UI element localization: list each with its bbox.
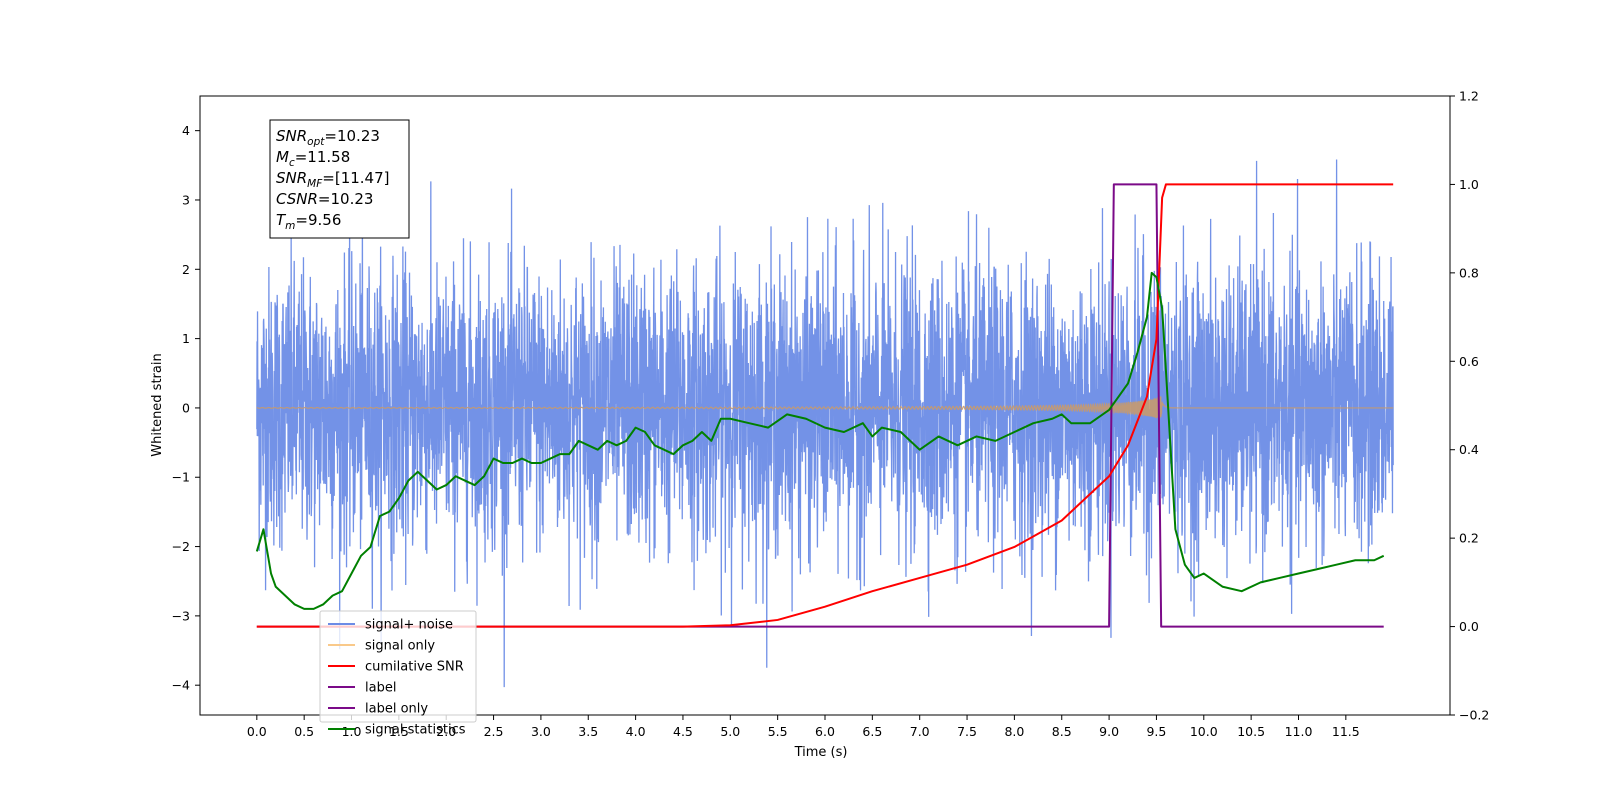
y-tick-label: −2 [172, 539, 190, 554]
x-tick-label: 6.5 [862, 724, 882, 739]
annotation-symbol: CSNR [276, 190, 318, 208]
legend-label: label [365, 681, 396, 696]
annotation-line: Tm=9.56 [276, 211, 341, 232]
y-right-tick-label: 0.6 [1459, 354, 1479, 369]
annotation-value: =[11.47] [322, 169, 389, 187]
y-right-tick-label: 0.8 [1459, 265, 1479, 280]
y-right-tick-label: −0.2 [1459, 708, 1489, 723]
y-tick-label: 4 [182, 123, 190, 138]
legend-label: signal+ noise [365, 618, 453, 633]
x-tick-label: 4.0 [626, 724, 646, 739]
x-tick-label: 5.0 [720, 724, 740, 739]
right-axis-series [255, 183, 1394, 628]
x-tick-label: 7.5 [957, 724, 977, 739]
x-tick-label: 9.5 [1146, 724, 1166, 739]
x-tick-label: 6.0 [815, 724, 835, 739]
y-right-tick-label: 0.4 [1459, 442, 1479, 457]
y-tick-label: −4 [172, 678, 190, 693]
legend-label: signal statistics [365, 723, 466, 738]
annotation-subscript: m [285, 220, 295, 232]
series-signal-noise [256, 159, 1394, 688]
x-tick-label: 3.5 [578, 724, 598, 739]
annotation-subscript: opt [307, 136, 325, 148]
x-axis: 0.0 0.5 1.0 1.5 2.0 2.5 3.0 3.5 4.0 4.5 5.0 5.5 6.0 6… [247, 715, 1360, 739]
annotation-subscript: MF [307, 178, 323, 190]
y-tick-label: 1 [182, 331, 190, 346]
x-axis-label: Time (s) [794, 745, 848, 760]
annotation-box-frame [269, 119, 410, 239]
annotation-line: SNRopt=10.23 [276, 127, 380, 148]
x-tick-label: 11.5 [1332, 724, 1360, 739]
signal-noise-line [256, 159, 1394, 688]
y-tick-label: −3 [172, 608, 190, 623]
legend-label: label only [365, 702, 428, 717]
x-tick-label: 5.5 [768, 724, 788, 739]
y-right-tick-label: 0.0 [1459, 619, 1479, 634]
annotation-symbol: M [276, 148, 289, 166]
annotation-line: CSNR=10.23 [276, 190, 373, 208]
y-axis-left: −4 −3 −2 −1 0 1 2 3 4 [172, 123, 200, 693]
x-tick-label: 1.0 [342, 724, 362, 739]
annotation-symbol: T [276, 211, 287, 229]
x-tick-label: 10.0 [1190, 724, 1218, 739]
annotation-symbol: SNR [276, 127, 307, 145]
y-axis-label: Whitened strain [150, 353, 165, 456]
x-tick-label: 7.0 [910, 724, 930, 739]
x-tick-label: 10.5 [1237, 724, 1265, 739]
x-tick-label: 0.5 [294, 724, 314, 739]
x-tick-label: 1.5 [389, 724, 409, 739]
y-tick-label: 3 [182, 192, 190, 207]
signal-statistics-line [255, 271, 1385, 610]
annotation-line: Mc=11.58 [276, 148, 350, 169]
label-line [256, 183, 1384, 628]
annotation-line: SNRMF=[11.47] [276, 169, 390, 190]
y-tick-label: −1 [172, 470, 190, 485]
annotation-value: =11.58 [295, 148, 351, 166]
legend-label: signal only [365, 639, 435, 654]
signal-only-line [256, 396, 1394, 419]
y-right-tick-label: 1.2 [1459, 89, 1479, 104]
legend-label: cumilative SNR [365, 660, 464, 675]
series-signal-only [256, 396, 1394, 419]
legend: signal+ noise signal only cumilative SNR la… [319, 610, 477, 738]
x-tick-label: 8.5 [1052, 724, 1072, 739]
y-right-tick-label: 1.0 [1459, 177, 1479, 192]
x-tick-label: 8.0 [1004, 724, 1024, 739]
y-axis-right: −0.2 0.0 0.2 0.4 0.6 0.8 1.0 1.2 [1450, 89, 1489, 723]
annotation-symbol: SNR [276, 169, 307, 187]
annotation-box: SNRopt=10.23Mc=11.58SNRMF=[11.47]CSNR=10… [269, 119, 410, 239]
x-tick-label: 0.0 [247, 724, 267, 739]
y-right-tick-label: 0.2 [1459, 531, 1479, 546]
x-tick-label: 2.0 [436, 724, 456, 739]
x-tick-label: 2.5 [484, 724, 504, 739]
annotation-subscript: c [289, 157, 295, 169]
x-tick-label: 4.5 [673, 724, 693, 739]
annotation-value: =10.23 [324, 127, 380, 145]
y-tick-label: 0 [182, 400, 190, 415]
x-tick-label: 3.0 [531, 724, 551, 739]
annotation-value: =10.23 [318, 190, 374, 208]
annotation-value: =9.56 [295, 211, 341, 229]
y-tick-label: 2 [182, 262, 190, 277]
legend-frame [319, 610, 477, 723]
x-tick-label: 11.0 [1285, 724, 1313, 739]
x-tick-label: 9.0 [1099, 724, 1119, 739]
